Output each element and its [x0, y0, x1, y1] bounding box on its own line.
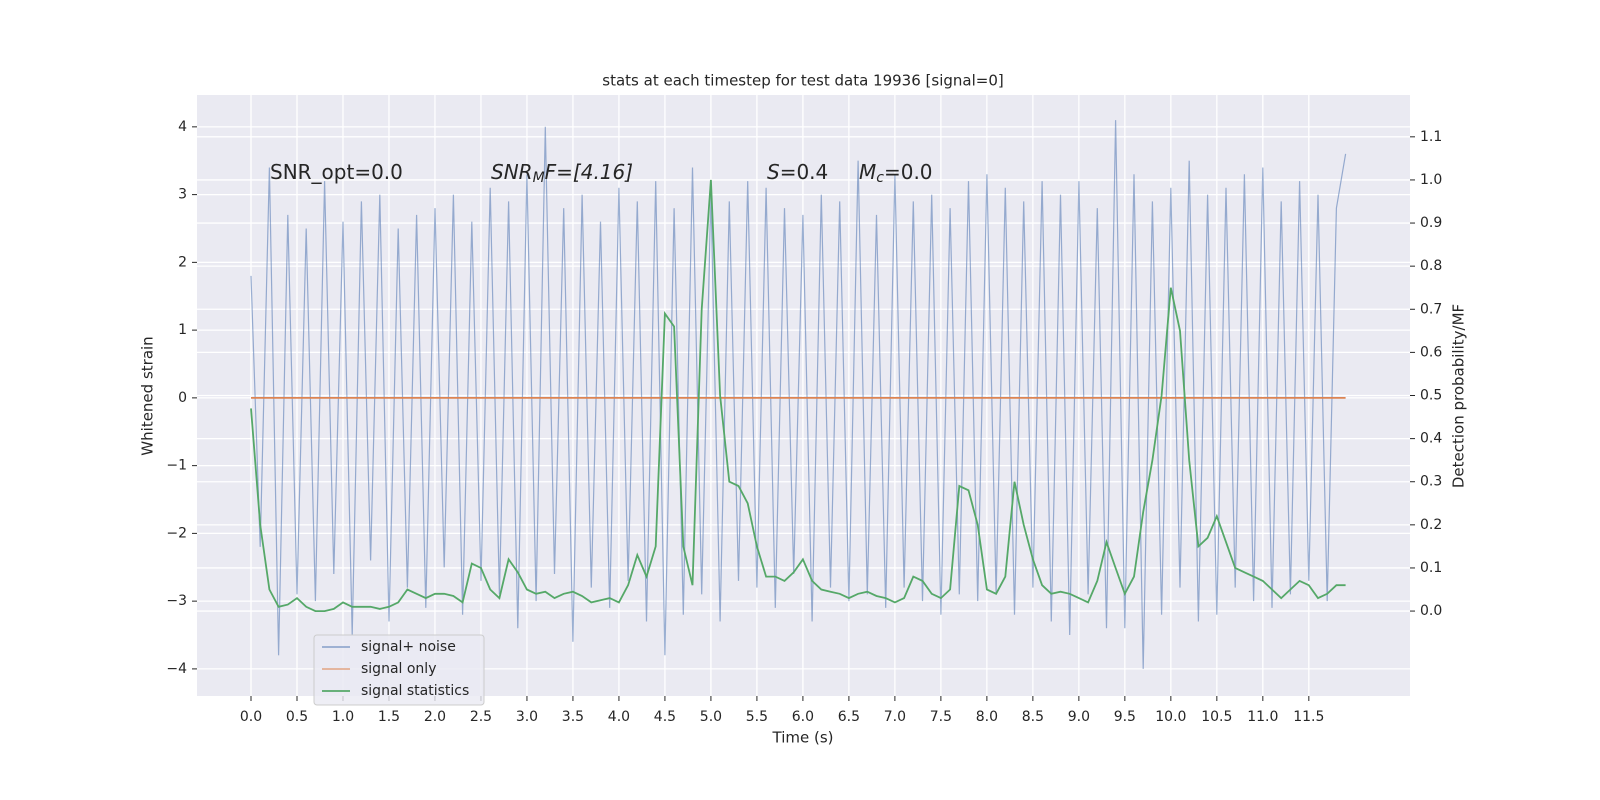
x-tick-label: 0.0	[240, 709, 262, 725]
annotation-part: =0.4	[780, 160, 829, 184]
marks	[250, 120, 1347, 669]
x-tick-label: 4.0	[608, 709, 630, 725]
x-tick-label: 9.0	[1068, 709, 1090, 725]
annotation: SNR_opt=0.0	[270, 160, 403, 184]
y2-tick-label: 0.0	[1420, 603, 1442, 619]
labels: 0.0 0.5 1.0 1.5 2.0 2.5 3.0 3.5 4.0 4.5 5.0 5.5 6.0 6…	[166, 119, 1442, 725]
annotation-part: F=[4.16]	[545, 160, 633, 184]
y2-tick-label: 0.9	[1420, 215, 1442, 231]
y-tick-label: −2	[166, 525, 187, 541]
y2-tick-label: 0.8	[1420, 258, 1442, 274]
legend-box	[313, 634, 485, 706]
x-tick-label: 1.5	[378, 709, 400, 725]
x-tick-label: 6.5	[838, 709, 860, 725]
y-tick-label: 1	[178, 322, 187, 338]
legend-label: signal only	[361, 661, 436, 677]
x-tick-label: 5.0	[700, 709, 722, 725]
y2-tick-label: 0.6	[1420, 344, 1442, 360]
annotation-part: c	[876, 170, 884, 186]
series-line	[250, 120, 1347, 669]
series-line	[250, 179, 1346, 612]
x-axis-label: Time (s)	[772, 729, 834, 747]
x-tick-label: 11.5	[1293, 709, 1324, 725]
annotation: SNRMF=[4.16]	[491, 160, 633, 187]
annotation-part: S	[767, 160, 780, 184]
x-tick-label: 0.5	[286, 709, 308, 725]
x-tick-label: 5.5	[746, 709, 768, 725]
x-tick-label: 1.0	[332, 709, 354, 725]
y-tick-label: 0	[178, 390, 187, 406]
y2-tick-label: 0.2	[1420, 517, 1442, 533]
x-tick-label: 7.5	[930, 709, 952, 725]
y-tick-label: −1	[166, 458, 187, 474]
chart-title: stats at each timestep for test data 199…	[602, 72, 1003, 90]
x-tick-label: 8.5	[1022, 709, 1044, 725]
x-tick-label: 3.0	[516, 709, 538, 725]
y-tick-label: 3	[178, 187, 187, 203]
y-tick-label: 2	[178, 254, 187, 270]
annotation-part: M	[859, 160, 876, 184]
x-tick-label: 10.5	[1201, 709, 1232, 725]
y2-axis-label: Detection probability/MF	[1450, 304, 1468, 488]
x-tick-label: 10.0	[1155, 709, 1186, 725]
x-tick-label: 2.0	[424, 709, 446, 725]
annotation-part: =0.0	[884, 160, 933, 184]
x-tick-label: 6.0	[792, 709, 814, 725]
x-tick-label: 3.5	[562, 709, 584, 725]
y-tick-label: −3	[166, 593, 187, 609]
annotation: Mc=0.0	[859, 160, 933, 187]
y2-tick-label: 0.4	[1420, 431, 1442, 447]
x-tick-label: 9.5	[1114, 709, 1136, 725]
x-tick-label: 7.0	[884, 709, 906, 725]
y-axis-label: Whitened strain	[139, 336, 157, 455]
x-tick-label: 4.5	[654, 709, 676, 725]
annotation-part: SNR	[491, 160, 533, 184]
annotation-part: M	[533, 170, 545, 186]
y2-tick-label: 1.1	[1420, 129, 1442, 145]
y2-tick-label: 0.5	[1420, 388, 1442, 404]
legend-label: signal statistics	[361, 683, 469, 699]
y2-tick-label: 0.7	[1420, 301, 1442, 317]
y2-tick-label: 0.3	[1420, 474, 1442, 490]
legend-label: signal+ noise	[361, 639, 456, 655]
y2-tick-label: 0.1	[1420, 560, 1442, 576]
y-tick-label: 4	[178, 119, 187, 135]
x-tick-label: 11.0	[1247, 709, 1278, 725]
y2-tick-label: 1.0	[1420, 172, 1442, 188]
y-tick-label: −4	[166, 661, 187, 677]
annotation: S=0.4	[767, 160, 828, 184]
x-tick-label: 2.5	[470, 709, 492, 725]
legend: signal+ noise signal only signal statistic…	[313, 634, 485, 706]
annotation-part: SNR_opt=0.0	[270, 160, 403, 184]
x-tick-label: 8.0	[976, 709, 998, 725]
